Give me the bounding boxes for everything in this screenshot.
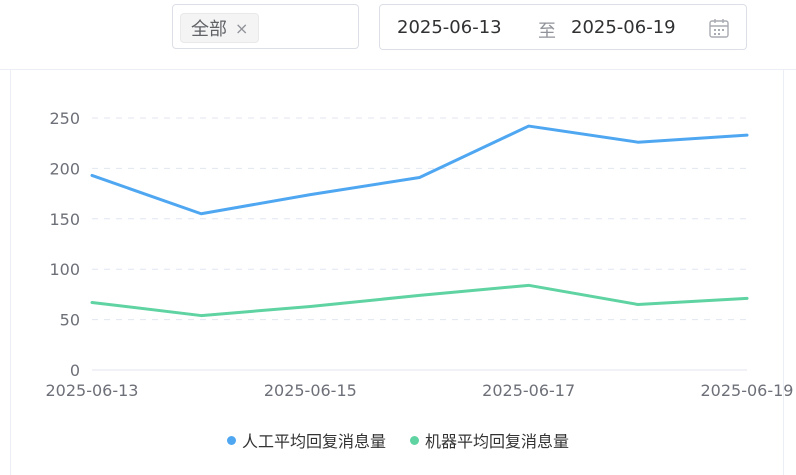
y-tick-label: 100 [49, 260, 80, 279]
legend-dot-icon [226, 435, 236, 445]
y-tick-label: 250 [49, 109, 80, 128]
date-range-separator: 至 [538, 21, 556, 42]
x-tick-label: 2025-06-19 [701, 381, 794, 400]
legend-dot-icon [410, 435, 419, 445]
tag-close-icon[interactable]: × [235, 18, 249, 38]
y-tick-label: 0 [70, 361, 80, 380]
filter-toolbar: 全部 × 2025-06-13 至 2025-06-19 [0, 0, 796, 70]
category-select[interactable]: 全部 × [172, 4, 359, 49]
line-chart: 0 50 100 150 200 250 2025-06-13 2025-06-15 2025-… [46, 109, 794, 400]
panel-border-left [10, 70, 11, 475]
y-tick-label: 200 [49, 159, 80, 178]
legend-label: 人工平均回复消息量 [241, 432, 386, 451]
legend-label: 机器平均回复消息量 [425, 432, 570, 451]
panel-border-right [783, 70, 784, 475]
x-tick-label: 2025-06-15 [264, 381, 357, 400]
chart-legend: 人工平均回复消息量 机器平均回复消息量 [0, 428, 796, 452]
legend-item[interactable]: 机器平均回复消息量 [410, 428, 569, 452]
y-tick-label: 50 [60, 311, 80, 330]
x-tick-label: 2025-06-13 [46, 381, 139, 400]
series-line [90, 124, 749, 216]
legend-item[interactable]: 人工平均回复消息量 [226, 428, 386, 452]
calendar-icon[interactable] [708, 17, 730, 39]
date-start-input[interactable]: 2025-06-13 [397, 17, 502, 38]
selected-tag-label: 全部 [191, 19, 227, 40]
series-line [90, 283, 749, 318]
date-range-picker[interactable]: 2025-06-13 至 2025-06-19 [379, 4, 747, 50]
x-tick-label: 2025-06-17 [482, 381, 575, 400]
y-tick-label: 150 [49, 210, 80, 229]
date-end-input[interactable]: 2025-06-19 [571, 17, 676, 38]
selected-tag: 全部 × [180, 13, 260, 43]
